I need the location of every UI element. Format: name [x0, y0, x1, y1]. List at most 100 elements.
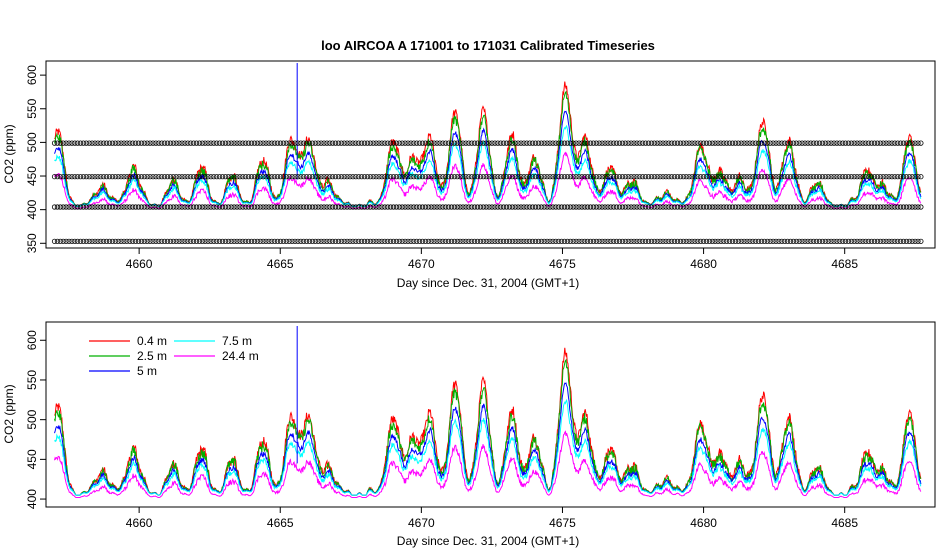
- calibration-point: [576, 140, 582, 146]
- calibration-point: [295, 238, 301, 244]
- calibration-point: [512, 204, 518, 210]
- calibration-point: [605, 140, 611, 146]
- calibration-point: [529, 174, 536, 180]
- calibration-level-499: [51, 140, 924, 146]
- calibration-point: [527, 140, 533, 146]
- calibration-point: [434, 174, 440, 180]
- calibration-point: [541, 174, 547, 180]
- calibration-point: [176, 204, 182, 210]
- calibration-point: [399, 238, 405, 244]
- calibration-point: [747, 174, 753, 180]
- calibration-point: [399, 174, 405, 180]
- calibration-point: [857, 140, 863, 146]
- calibration-point: [127, 140, 133, 146]
- calibration-point: [188, 140, 194, 146]
- calibration-point: [663, 174, 669, 180]
- calibration-point: [750, 140, 756, 146]
- calibration-point: [440, 174, 446, 180]
- calibration-point: [162, 174, 168, 180]
- calibration-point: [799, 174, 805, 180]
- calibration-point: [318, 174, 324, 180]
- calibration-point: [709, 204, 715, 210]
- calibration-point: [767, 174, 773, 180]
- calibration-point: [324, 238, 330, 244]
- calibration-point: [167, 174, 173, 180]
- bottom-series-244m: [54, 430, 922, 498]
- calibration-point: [286, 238, 292, 244]
- calibration-point: [193, 204, 200, 210]
- bottom-y-tick-label: 450: [25, 449, 39, 469]
- calibration-point: [324, 204, 330, 210]
- calibration-point: [689, 174, 695, 180]
- calibration-point: [257, 140, 263, 146]
- calibration-point: [327, 174, 333, 180]
- calibration-point: [509, 140, 515, 146]
- calibration-point: [900, 204, 907, 210]
- calibration-point: [776, 204, 782, 210]
- calibration-point: [692, 140, 698, 146]
- calibration-point: [434, 204, 440, 210]
- calibration-point: [509, 174, 515, 180]
- calibration-point: [782, 204, 788, 210]
- calibration-point: [874, 204, 881, 210]
- calibration-point: [587, 238, 594, 244]
- calibration-point: [286, 204, 292, 210]
- calibration-point: [645, 174, 652, 180]
- calibration-point: [141, 238, 147, 244]
- calibration-point: [816, 238, 823, 244]
- calibration-point: [199, 140, 205, 146]
- calibration-point: [414, 174, 420, 180]
- calibration-point: [243, 140, 249, 146]
- calibration-point: [605, 238, 611, 244]
- calibration-point: [500, 140, 507, 146]
- calibration-point: [495, 174, 501, 180]
- calibration-point: [217, 204, 223, 210]
- calibration-point: [428, 238, 434, 244]
- calibration-point: [796, 174, 802, 180]
- calibration-point: [109, 174, 116, 180]
- calibration-point: [857, 238, 863, 244]
- top-panel: loo AIRCOA A 171001 to 171031 Calibrated…: [2, 38, 936, 290]
- calibration-point: [709, 140, 715, 146]
- calibration-point: [153, 238, 159, 244]
- calibration-point: [790, 204, 797, 210]
- calibration-point: [98, 174, 104, 180]
- calibration-point: [645, 204, 652, 210]
- calibration-point: [744, 238, 750, 244]
- calibration-point: [402, 204, 408, 210]
- calibration-point: [338, 140, 344, 146]
- calibration-point: [173, 174, 179, 180]
- calibration-point: [918, 238, 924, 244]
- calibration-point: [196, 238, 202, 244]
- calibration-point: [341, 204, 347, 210]
- calibration-point: [877, 140, 883, 146]
- calibration-point: [892, 140, 898, 146]
- calibration-point: [613, 174, 620, 180]
- calibration-point: [840, 238, 846, 244]
- calibration-point: [402, 238, 408, 244]
- calibration-point: [315, 238, 321, 244]
- calibration-point: [298, 140, 304, 146]
- calibration-point: [185, 140, 191, 146]
- calibration-point: [124, 140, 130, 146]
- calibration-point: [538, 140, 544, 146]
- calibration-point: [202, 140, 208, 146]
- calibration-point: [906, 238, 912, 244]
- calibration-point: [133, 174, 139, 180]
- calibration-point: [524, 174, 530, 180]
- calibration-point: [434, 140, 440, 146]
- calibration-point: [602, 174, 608, 180]
- calibration-point: [385, 174, 391, 180]
- calibration-point: [587, 204, 594, 210]
- calibration-point: [95, 238, 101, 244]
- calibration-point: [457, 174, 463, 180]
- calibration-point: [408, 238, 414, 244]
- calibration-point: [500, 174, 507, 180]
- calibration-point: [167, 204, 173, 210]
- calibration-point: [443, 204, 449, 210]
- top-axes: 4660 4665 4670 4675 4680 4685 350 400 450 500 550 6…: [25, 65, 858, 271]
- calibration-point: [138, 174, 144, 180]
- calibration-point: [277, 204, 284, 210]
- calibration-point: [544, 204, 550, 210]
- calibration-point: [866, 174, 872, 180]
